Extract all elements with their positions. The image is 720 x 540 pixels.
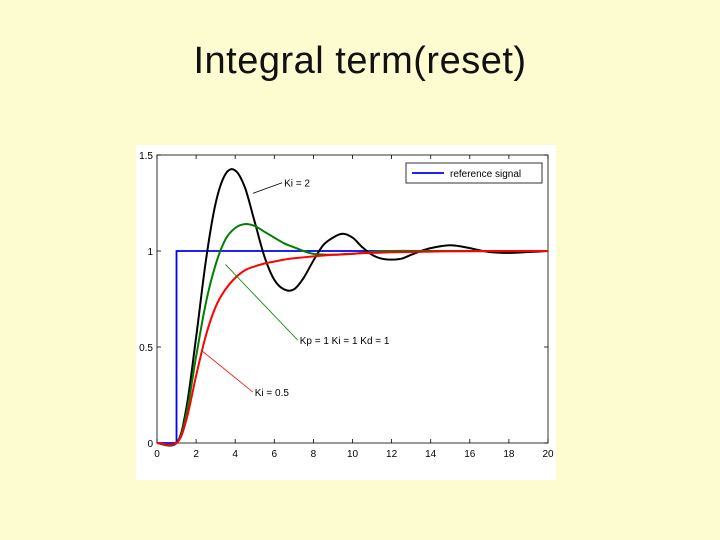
annotation-leader-line [201, 350, 254, 393]
y-tick-label: 1.5 [139, 151, 153, 162]
kp1-ki1-kd1-line [156, 223, 548, 447]
x-tick-label: 10 [347, 449, 359, 460]
y-tick-label: 1 [147, 247, 153, 258]
x-tick-label: 0 [154, 449, 160, 460]
plot-area [156, 154, 549, 444]
annotation-leader-line [225, 264, 299, 341]
slide-title: Integral term(reset) [193, 40, 527, 82]
legend-label-reference: reference signal [450, 169, 521, 180]
x-tick-label: 18 [503, 449, 515, 460]
annotation-label: Kp = 1 Ki = 1 Kd = 1 [300, 336, 390, 347]
chart-figure: Ki = 2 Kp = 1 Ki = 1 Kd = 1 Ki = 0.5 refer… [136, 145, 556, 480]
x-tick-label: 16 [464, 449, 476, 460]
legend: reference signal [405, 162, 543, 184]
reference-signal-line [157, 250, 548, 444]
x-tick-label: 2 [193, 449, 199, 460]
axes-box [156, 154, 549, 444]
tick-labels: 0 2 4 6 8 10 12 14 16 18 20 0 0.5 1 1.5 [139, 151, 554, 460]
annotation-label: Ki = 0.5 [255, 388, 290, 399]
annotation-leader-line [252, 182, 283, 194]
x-tick-label: 6 [272, 449, 278, 460]
legend-box [405, 162, 543, 184]
x-tick-label: 12 [386, 449, 398, 460]
x-tick-label: 14 [425, 449, 437, 460]
y-tick-label: 0 [147, 439, 153, 450]
annotation-layer: Ki = 2 Kp = 1 Ki = 1 Kd = 1 Ki = 0.5 [201, 179, 390, 399]
ki-2-line [156, 168, 549, 447]
pid-response-chart: Ki = 2 Kp = 1 Ki = 1 Kd = 1 Ki = 0.5 refer… [139, 151, 554, 460]
y-tick-label: 0.5 [139, 343, 153, 354]
x-tick-label: 4 [232, 449, 238, 460]
ki-0-5-line [156, 250, 549, 446]
series-layer [156, 168, 549, 447]
x-tick-label: 8 [311, 449, 317, 460]
annotation-label: Ki = 2 [284, 179, 310, 190]
x-tick-label: 20 [542, 449, 554, 460]
